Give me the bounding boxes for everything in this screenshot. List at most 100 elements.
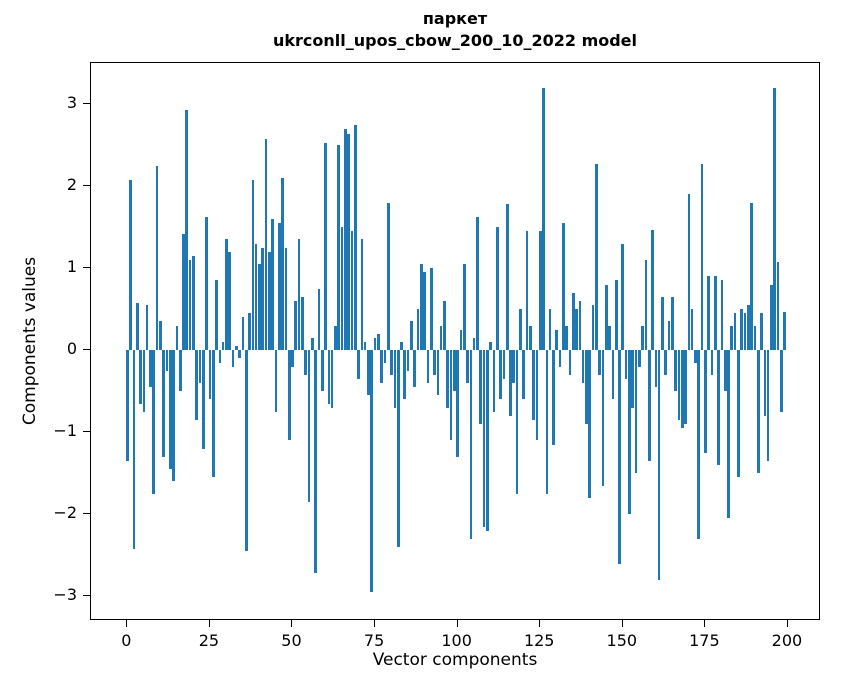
bar [476,217,479,351]
bar [195,350,199,420]
bar [294,300,298,351]
bar [400,342,403,351]
bar [608,325,611,351]
y-tick-label: 2 [66,175,77,195]
bar [674,350,677,392]
chart-title: паркет [422,9,488,28]
bar [301,296,304,351]
bar [192,255,195,351]
bar [241,317,245,351]
bar [538,231,542,351]
x-tick-label: 175 [689,631,720,650]
bar [248,313,251,351]
bar [360,239,364,351]
bar [680,350,684,429]
bar [413,350,417,388]
bar [462,264,466,351]
x-tick-label: 100 [441,631,472,650]
x-tick-label: 150 [606,631,638,650]
bar [509,350,512,416]
bar [142,350,146,412]
bar [198,350,202,384]
bar [363,342,367,351]
y-tick-mark [83,103,90,105]
bar [340,227,344,351]
bar [545,350,549,494]
bar [707,276,710,351]
bar [489,342,492,351]
bar [182,233,185,351]
bar [492,350,496,412]
bar [651,229,654,351]
bar [763,350,767,416]
bar [215,280,218,351]
x-tick-label: 50 [281,631,302,650]
chart-subtitle: ukrconll_upos_cbow_200_10_2022 model [272,31,638,50]
plot-area [90,62,820,620]
bar [717,350,720,466]
bar [694,350,697,363]
bar [327,350,331,404]
bar [436,350,440,396]
bar [261,247,265,351]
bar [647,350,651,461]
x-tick-mark [621,620,623,627]
bar [581,350,585,384]
bar [297,239,301,351]
bar [621,243,625,351]
bar [482,350,486,527]
bar [704,350,707,453]
bar [529,325,532,351]
bar [307,350,311,502]
bar [254,243,258,351]
bar [591,305,595,351]
bar [664,350,668,375]
bar [515,350,519,494]
bar [634,350,638,474]
bar [380,350,383,384]
bar [456,350,459,457]
bar [575,309,578,351]
bar [168,350,172,470]
chart-title-block: паркет ukrconll_upos_cbow_200_10_2022 mo… [90,8,820,52]
bar [159,321,162,351]
bar [760,313,763,351]
bar [628,350,631,515]
bar [251,179,255,351]
x-tick-label: 125 [523,631,555,650]
bar [439,325,443,351]
bar [486,350,489,531]
bar [740,309,744,351]
y-axis-label: Components values [20,256,40,426]
bar [766,350,770,461]
x-axis-label: Vector components [372,650,538,670]
bar [466,350,469,384]
bar [433,350,436,375]
y-tick-mark [83,431,90,433]
bar [747,305,750,351]
bar [426,350,430,384]
bar [730,325,734,351]
x-tick-mark [126,620,128,627]
bar [383,350,387,363]
x-tick-label: 25 [198,631,220,650]
bar [552,350,555,445]
bar [684,350,687,425]
bar [671,296,674,351]
y-tick-label: −3 [53,585,77,605]
bar [330,350,334,408]
bar [780,350,783,412]
bar [244,350,248,552]
bar [525,231,529,351]
bar [145,305,149,351]
bar [555,329,559,351]
plot-wrap: 3 2 1 0 −1 −2 −3 0 25 50 75 100 125 150 175 200 [53,62,820,650]
x-tick-mark [539,620,541,627]
bar [135,303,139,351]
bar [274,350,278,412]
x-tick-mark [456,620,458,627]
bar [334,325,337,351]
y-tick-label: 1 [66,257,77,277]
bar [562,223,565,351]
